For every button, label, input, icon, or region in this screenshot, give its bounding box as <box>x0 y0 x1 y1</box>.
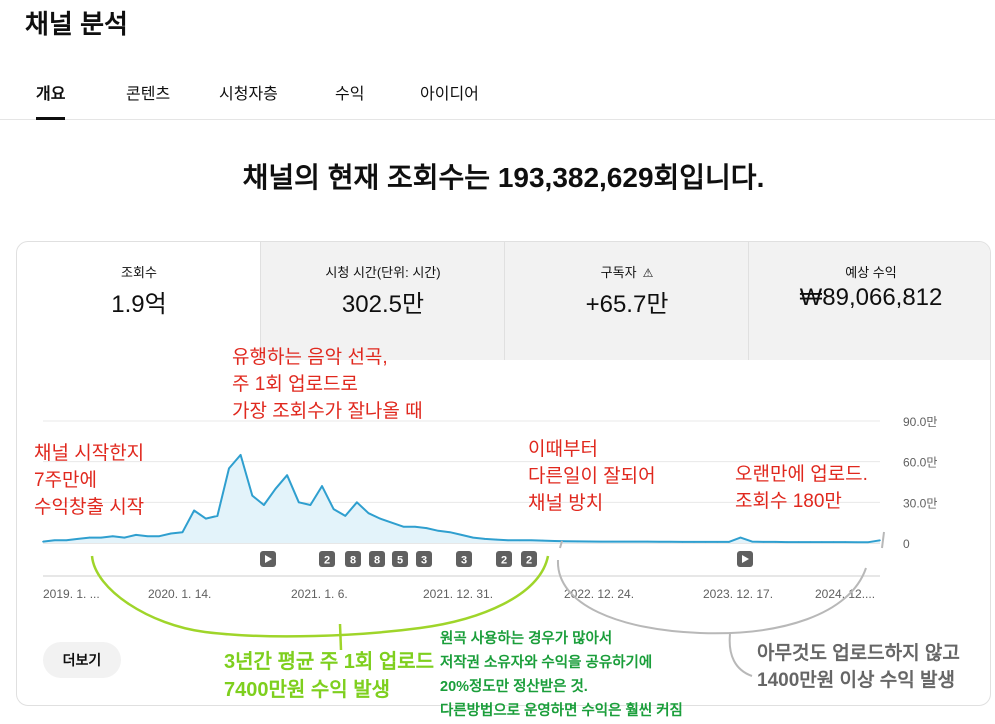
annotation-line: 다른방법으로 운영하면 수익은 훨씬 커짐 <box>440 703 683 719</box>
annotation-line: 채널 방치 <box>528 493 604 514</box>
metric-views-value: 1.9억 <box>111 291 167 318</box>
annotation-line: 다른일이 잘되어 <box>528 466 656 487</box>
video-marker[interactable] <box>737 551 753 567</box>
metric-watch-time-value: 302.5만 <box>341 291 425 318</box>
tab-ideas[interactable]: 아이디어 <box>420 86 479 103</box>
annotation-upload: 오랜만에 업로드. 조회수 180만 <box>735 461 868 515</box>
marker-count: 2 <box>501 555 507 567</box>
annotation-line: 1400만원 이상 수익 발생 <box>757 670 955 691</box>
annotation-line: 주 1회 업로드로 <box>232 374 359 395</box>
tab-overview[interactable]: 개요 <box>36 80 66 120</box>
upload-count-marker[interactable]: 3 <box>416 551 432 567</box>
metric-revenue-label: 예상 수익 <box>845 265 897 280</box>
annotation-idle: 아무것도 업로드하지 않고 1400만원 이상 수익 발생 <box>757 640 960 694</box>
marker-count: 3 <box>461 555 467 567</box>
metric-watch-time[interactable]: 시청 시간(단위: 시간) 302.5만 <box>261 242 505 360</box>
marker-count: 8 <box>374 555 380 567</box>
tab-revenue[interactable]: 수익 <box>335 86 365 103</box>
annotation-line: 원곡 사용하는 경우가 많아서 <box>440 631 613 647</box>
metric-subscribers-label: 구독자 <box>600 265 637 280</box>
annotation-line: 오랜만에 업로드. <box>735 464 868 485</box>
annotation-three-years: 3년간 평균 주 1회 업로드 7400만원 수익 발생 <box>224 648 434 704</box>
upload-count-marker[interactable]: 2 <box>521 551 537 567</box>
annotation-line: 수익창출 시작 <box>34 497 145 518</box>
annotation-line: 3년간 평균 주 1회 업로드 <box>224 651 435 673</box>
annotation-start: 채널 시작한지 7주만에 수익창출 시작 <box>34 440 144 521</box>
metric-subscribers-label-wrap: 구독자 ⚠ <box>505 262 749 281</box>
annotation-line: 20%정도만 정산받은 것. <box>440 679 588 695</box>
annotation-line: 저작권 소유자와 수익을 공유하기에 <box>440 655 653 671</box>
upload-count-marker[interactable]: 2 <box>496 551 512 567</box>
total-views-headline: 채널의 현재 조회수는 193,382,629회입니다. <box>242 162 765 193</box>
warning-icon: ⚠ <box>642 266 654 280</box>
marker-count: 8 <box>350 555 356 567</box>
page-title: 채널 분석 <box>25 9 128 39</box>
annotation-line: 이때부터 <box>528 439 598 460</box>
marker-count: 3 <box>421 555 427 567</box>
annotation-peak: 유행하는 음악 선곡, 주 1회 업로드로 가장 조회수가 잘나올 때 <box>232 344 423 425</box>
upload-count-marker[interactable]: 2 <box>319 551 335 567</box>
upload-count-marker[interactable]: 8 <box>345 551 361 567</box>
tab-audience[interactable]: 시청자층 <box>219 86 278 103</box>
annotation-line: 조회수 180만 <box>735 491 842 512</box>
metric-subscribers[interactable]: 구독자 ⚠ +65.7만 <box>505 242 749 360</box>
annotation-line: 7주만에 <box>34 470 98 491</box>
metric-divider <box>260 242 261 360</box>
marker-count: 2 <box>526 555 532 567</box>
marker-count: 2 <box>324 555 330 567</box>
upload-count-marker[interactable]: 8 <box>369 551 385 567</box>
annotation-line: 채널 시작한지 <box>34 443 145 464</box>
annotation-abandon: 이때부터 다른일이 잘되어 채널 방치 <box>528 436 656 517</box>
metric-revenue-value: ₩89,066,812 <box>799 284 943 311</box>
metric-views-label: 조회수 <box>121 265 157 280</box>
metric-watch-time-label: 시청 시간(단위: 시간) <box>325 265 441 280</box>
upload-count-marker[interactable]: 3 <box>456 551 472 567</box>
metric-views[interactable]: 조회수 1.9억 <box>17 242 261 360</box>
tab-bar: 개요 콘텐츠 시청자층 수익 아이디어 <box>0 68 995 120</box>
metric-divider <box>504 242 505 360</box>
annotation-line: 가장 조회수가 잘나올 때 <box>232 401 423 422</box>
metric-revenue[interactable]: 예상 수익 ₩89,066,812 <box>749 242 990 360</box>
annotation-line: 7400만원 수익 발생 <box>224 679 391 701</box>
video-marker[interactable] <box>260 551 276 567</box>
tab-content[interactable]: 콘텐츠 <box>126 86 171 103</box>
annotation-line: 아무것도 업로드하지 않고 <box>757 643 960 664</box>
metric-divider <box>748 242 749 360</box>
more-button[interactable]: 더보기 <box>43 642 121 678</box>
annotation-line: 유행하는 음악 선곡, <box>232 347 388 368</box>
metric-subscribers-value: +65.7만 <box>585 291 669 318</box>
marker-count: 5 <box>397 555 403 567</box>
overview-card: 조회수 1.9억 시청 시간(단위: 시간) 302.5만 구독자 ⚠ +65.7… <box>16 241 991 706</box>
annotation-copyright: 원곡 사용하는 경우가 많아서 저작권 소유자와 수익을 공유하기에 20%정도… <box>440 627 683 723</box>
upload-count-marker[interactable]: 5 <box>392 551 408 567</box>
